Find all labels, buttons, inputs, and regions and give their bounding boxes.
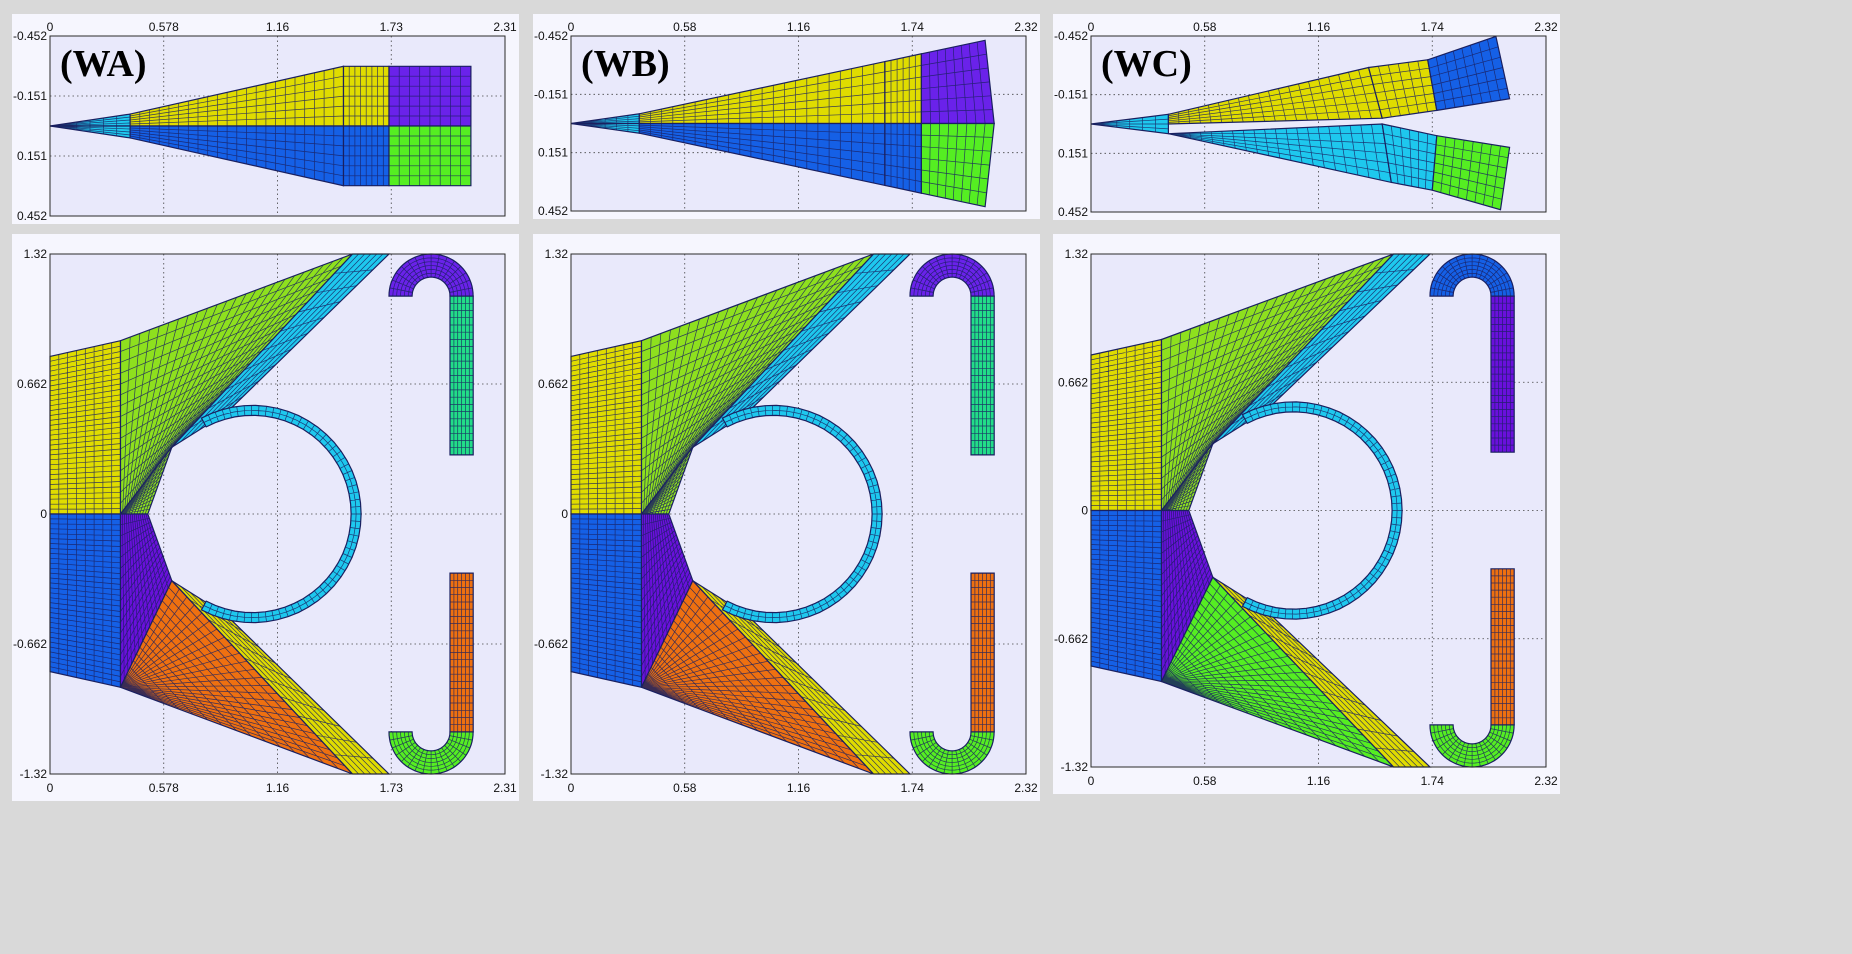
x-tick-label: 0 xyxy=(47,781,54,795)
plot-frame xyxy=(1090,35,1547,213)
panel-label: (WC) xyxy=(1101,43,1192,85)
x-tick-label: 2.32 xyxy=(1534,20,1558,34)
x-tick-label: 0.58 xyxy=(673,20,697,34)
x-tick-label: 1.16 xyxy=(787,20,811,34)
mesh-geometry xyxy=(570,39,995,208)
x-tick-label: 0.58 xyxy=(1193,20,1217,34)
y-tick-label: 0.662 xyxy=(538,377,568,391)
y-tick-label: -0.662 xyxy=(13,637,47,651)
y-tick-label: 0.452 xyxy=(538,204,568,218)
x-tick-label: 2.31 xyxy=(493,20,517,34)
y-tick-label: 0 xyxy=(40,507,47,521)
plot-frame xyxy=(49,35,506,217)
y-tick-label: -1.32 xyxy=(541,767,569,781)
mesh-geometry xyxy=(49,253,474,775)
mesh-plot-wb-side: 0 0.58 1.16 1.74 2.32 1.32 0.662 0 -0.662 -1.32 xyxy=(534,247,1038,795)
x-tick-label: 0 xyxy=(47,20,54,34)
y-tick-label: 0.151 xyxy=(17,149,47,163)
y-tick-label: -0.452 xyxy=(1054,29,1088,43)
y-tick-label: -0.662 xyxy=(1054,632,1088,646)
mesh-plot-wa-top: 0 0.578 1.16 1.73 2.31 -0.452 -0.151 0.151 0.452… xyxy=(13,20,517,223)
x-tick-label: 0.58 xyxy=(673,781,697,795)
y-tick-label: -1.32 xyxy=(20,767,48,781)
x-tick-label: 1.16 xyxy=(266,781,290,795)
y-tick-label: 1.32 xyxy=(545,247,569,261)
mesh-plot-wa-side: 0 0.578 1.16 1.73 2.31 1.32 0.662 0 -0.662 -1.32 xyxy=(13,247,517,795)
x-tick-label: 0 xyxy=(1088,774,1095,788)
y-tick-label: 0 xyxy=(1081,504,1088,518)
x-tick-label: 1.16 xyxy=(266,20,290,34)
panel-wa-side-view: 0 0.578 1.16 1.73 2.31 1.32 0.662 0 -0.662 -1.32 xyxy=(12,234,519,801)
plot-frame xyxy=(570,35,1027,212)
mesh-geometry xyxy=(49,65,472,187)
y-tick-label: 0 xyxy=(561,507,568,521)
panel-wb-top-view: 0 0.58 1.16 1.74 2.32 -0.452 -0.151 0.151 0.452 (… xyxy=(533,14,1040,219)
panel-wa-top-view: 0 0.578 1.16 1.73 2.31 -0.452 -0.151 0.151 0.452… xyxy=(12,14,519,224)
y-tick-label: 0.151 xyxy=(1058,146,1088,160)
x-tick-label: 0.578 xyxy=(149,20,179,34)
x-tick-label: 1.73 xyxy=(380,20,404,34)
panel-label: (WB) xyxy=(581,43,670,85)
x-tick-label: 1.16 xyxy=(787,781,811,795)
y-tick-label: 0.452 xyxy=(17,209,47,223)
mesh-boundary-layer xyxy=(1241,401,1403,620)
x-tick-label: 0.578 xyxy=(149,781,179,795)
panel-wc-side-view: 0 0.58 1.16 1.74 2.32 1.32 0.662 0 -0.662 -1.32 xyxy=(1053,234,1560,794)
x-tick-label: 1.16 xyxy=(1307,20,1331,34)
x-tick-label: 1.74 xyxy=(1421,20,1445,34)
x-tick-label: 2.32 xyxy=(1014,20,1038,34)
mesh-geometry xyxy=(570,253,995,775)
mesh-boundary-layer xyxy=(721,404,883,624)
mesh-plot-wb-top: 0 0.58 1.16 1.74 2.32 -0.452 -0.151 0.151 0.452 (… xyxy=(534,20,1038,218)
x-tick-label: 0 xyxy=(568,781,575,795)
y-tick-label: 0.452 xyxy=(1058,205,1088,219)
y-tick-label: 1.32 xyxy=(1065,247,1089,261)
mesh-geometry xyxy=(1090,35,1511,211)
plot-frame xyxy=(1090,253,1547,768)
x-tick-label: 1.16 xyxy=(1307,774,1331,788)
y-tick-label: -0.151 xyxy=(1054,88,1088,102)
x-tick-label: 0.58 xyxy=(1193,774,1217,788)
mesh-plot-wc-top: 0 0.58 1.16 1.74 2.32 -0.452 -0.151 0.151 0.452 (… xyxy=(1054,20,1558,219)
x-tick-label: 2.31 xyxy=(493,781,517,795)
x-tick-label: 1.74 xyxy=(1421,774,1445,788)
mesh-block-green xyxy=(920,122,995,208)
x-tick-label: 2.32 xyxy=(1534,774,1558,788)
mesh-plot-wc-side: 0 0.58 1.16 1.74 2.32 1.32 0.662 0 -0.662 -1.32 xyxy=(1054,247,1558,788)
x-tick-label: 1.73 xyxy=(380,781,404,795)
y-tick-label: -0.151 xyxy=(534,87,568,101)
y-tick-label: 1.32 xyxy=(24,247,48,261)
y-tick-label: -1.32 xyxy=(1061,760,1089,774)
x-tick-label: 1.74 xyxy=(901,20,925,34)
y-tick-label: -0.452 xyxy=(13,29,47,43)
plot-frame xyxy=(49,253,506,775)
mesh-boundary-layer xyxy=(200,404,362,624)
plot-frame xyxy=(570,253,1027,775)
y-tick-label: -0.452 xyxy=(534,29,568,43)
y-tick-label: -0.662 xyxy=(534,637,568,651)
mesh-geometry xyxy=(1090,253,1515,768)
y-tick-label: 0.151 xyxy=(538,146,568,160)
panel-label: (WA) xyxy=(60,43,147,85)
y-tick-label: 0.662 xyxy=(17,377,47,391)
x-tick-label: 1.74 xyxy=(901,781,925,795)
y-tick-label: 0.662 xyxy=(1058,375,1088,389)
panel-wb-side-view: 0 0.58 1.16 1.74 2.32 1.32 0.662 0 -0.662 -1.32 xyxy=(533,234,1040,801)
x-tick-label: 0 xyxy=(568,20,575,34)
panel-wc-top-view: 0 0.58 1.16 1.74 2.32 -0.452 -0.151 0.151 0.452 (… xyxy=(1053,14,1560,220)
x-tick-label: 2.32 xyxy=(1014,781,1038,795)
x-tick-label: 0 xyxy=(1088,20,1095,34)
y-tick-label: -0.151 xyxy=(13,89,47,103)
